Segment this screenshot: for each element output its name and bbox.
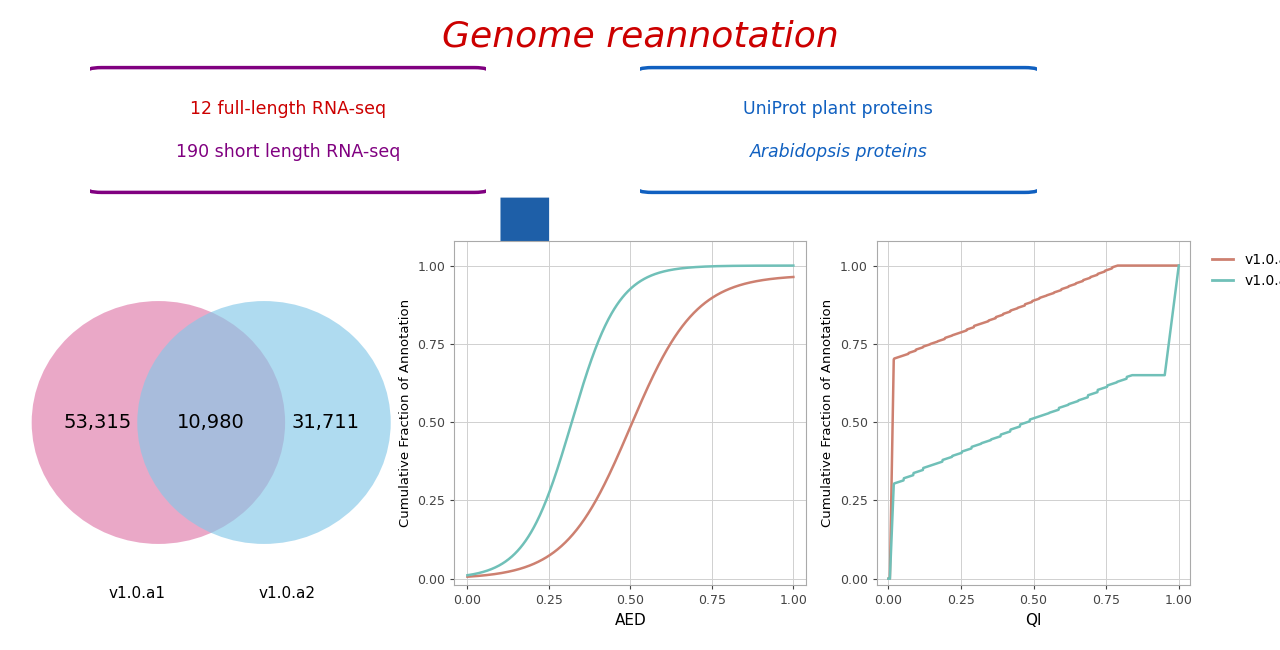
X-axis label: QI: QI xyxy=(1025,612,1042,628)
Legend: v1.0.a1, v1.0.a2: v1.0.a1, v1.0.a2 xyxy=(1207,248,1280,294)
Text: 190 short length RNA-seq: 190 short length RNA-seq xyxy=(175,143,401,161)
FancyBboxPatch shape xyxy=(86,68,490,192)
Ellipse shape xyxy=(32,301,285,544)
Ellipse shape xyxy=(137,301,390,544)
FancyBboxPatch shape xyxy=(636,68,1041,192)
Y-axis label: Cumulative Fraction of Annotation: Cumulative Fraction of Annotation xyxy=(399,299,412,526)
Text: v1.0.a2: v1.0.a2 xyxy=(259,586,316,601)
Text: 53,315: 53,315 xyxy=(63,413,132,432)
Text: Arabidopsis proteins: Arabidopsis proteins xyxy=(750,143,927,161)
Text: v1.0.a1: v1.0.a1 xyxy=(109,586,166,601)
Y-axis label: Cumulative Fraction of Annotation: Cumulative Fraction of Annotation xyxy=(822,299,835,526)
Text: Genome reannotation: Genome reannotation xyxy=(442,20,838,53)
Text: 12 full-length RNA-seq: 12 full-length RNA-seq xyxy=(189,100,387,118)
Text: UniProt plant proteins: UniProt plant proteins xyxy=(744,100,933,118)
X-axis label: AED: AED xyxy=(614,612,646,628)
FancyArrow shape xyxy=(474,198,576,302)
Text: 10,980: 10,980 xyxy=(178,413,244,432)
Text: 31,711: 31,711 xyxy=(292,413,360,432)
